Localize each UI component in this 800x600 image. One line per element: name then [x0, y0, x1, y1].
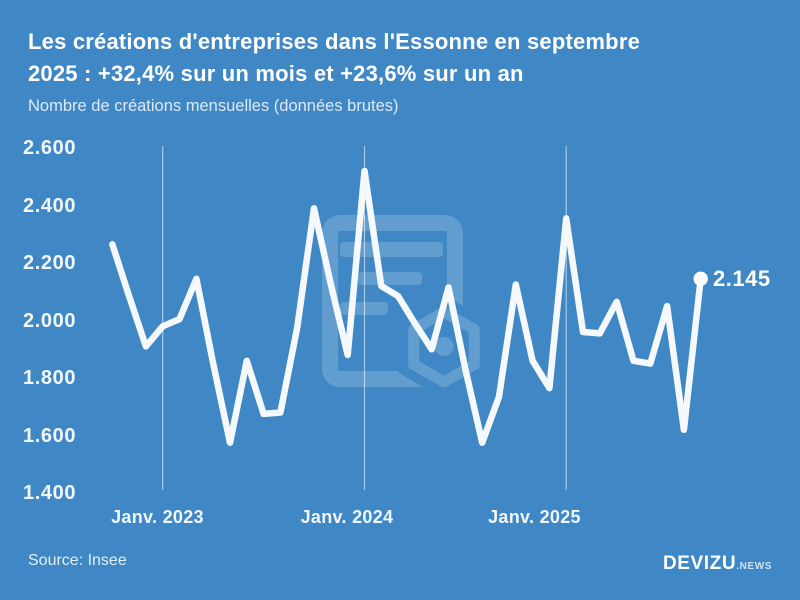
devizu-logo: DEVIZU .NEWS: [663, 553, 772, 575]
chart-title: Les créations d'entreprises dans l'Esson…: [28, 26, 772, 90]
chart-header: Les créations d'entreprises dans l'Esson…: [28, 26, 772, 116]
y-axis-tick-label: 1.400: [23, 482, 77, 504]
y-axis-tick-label: 2.200: [23, 252, 77, 274]
chart-subtitle: Nombre de créations mensuelles (données …: [28, 97, 399, 115]
devizu-logo-text: DEVIZU: [662, 553, 737, 574]
x-axis-tick-label: Janv. 2024: [300, 507, 394, 527]
source-text: Source: Insee: [28, 552, 127, 569]
line-series: [109, 167, 704, 446]
chart-title-line1: Les créations d'entreprises dans l'Esson…: [28, 29, 641, 54]
devizu-logo-suffix: .NEWS: [736, 561, 772, 572]
y-axis-tick-label: 2.600: [23, 137, 77, 159]
y-axis-tick-label: 1.800: [23, 367, 77, 389]
end-point-marker: [693, 271, 708, 286]
x-axis-tick-label: Janv. 2023: [111, 507, 204, 527]
x-axis-tick-label: Janv. 2025: [488, 507, 581, 527]
y-axis-tick-label: 2.400: [23, 194, 77, 217]
y-axis-tick-label: 1.600: [23, 424, 77, 447]
chart-title-line2: 2025 : +32,4% sur un mois et +23,6% sur …: [28, 61, 524, 86]
y-axis-tick-label: 2.000: [23, 309, 77, 332]
last-value-label: 2.145: [713, 266, 771, 291]
